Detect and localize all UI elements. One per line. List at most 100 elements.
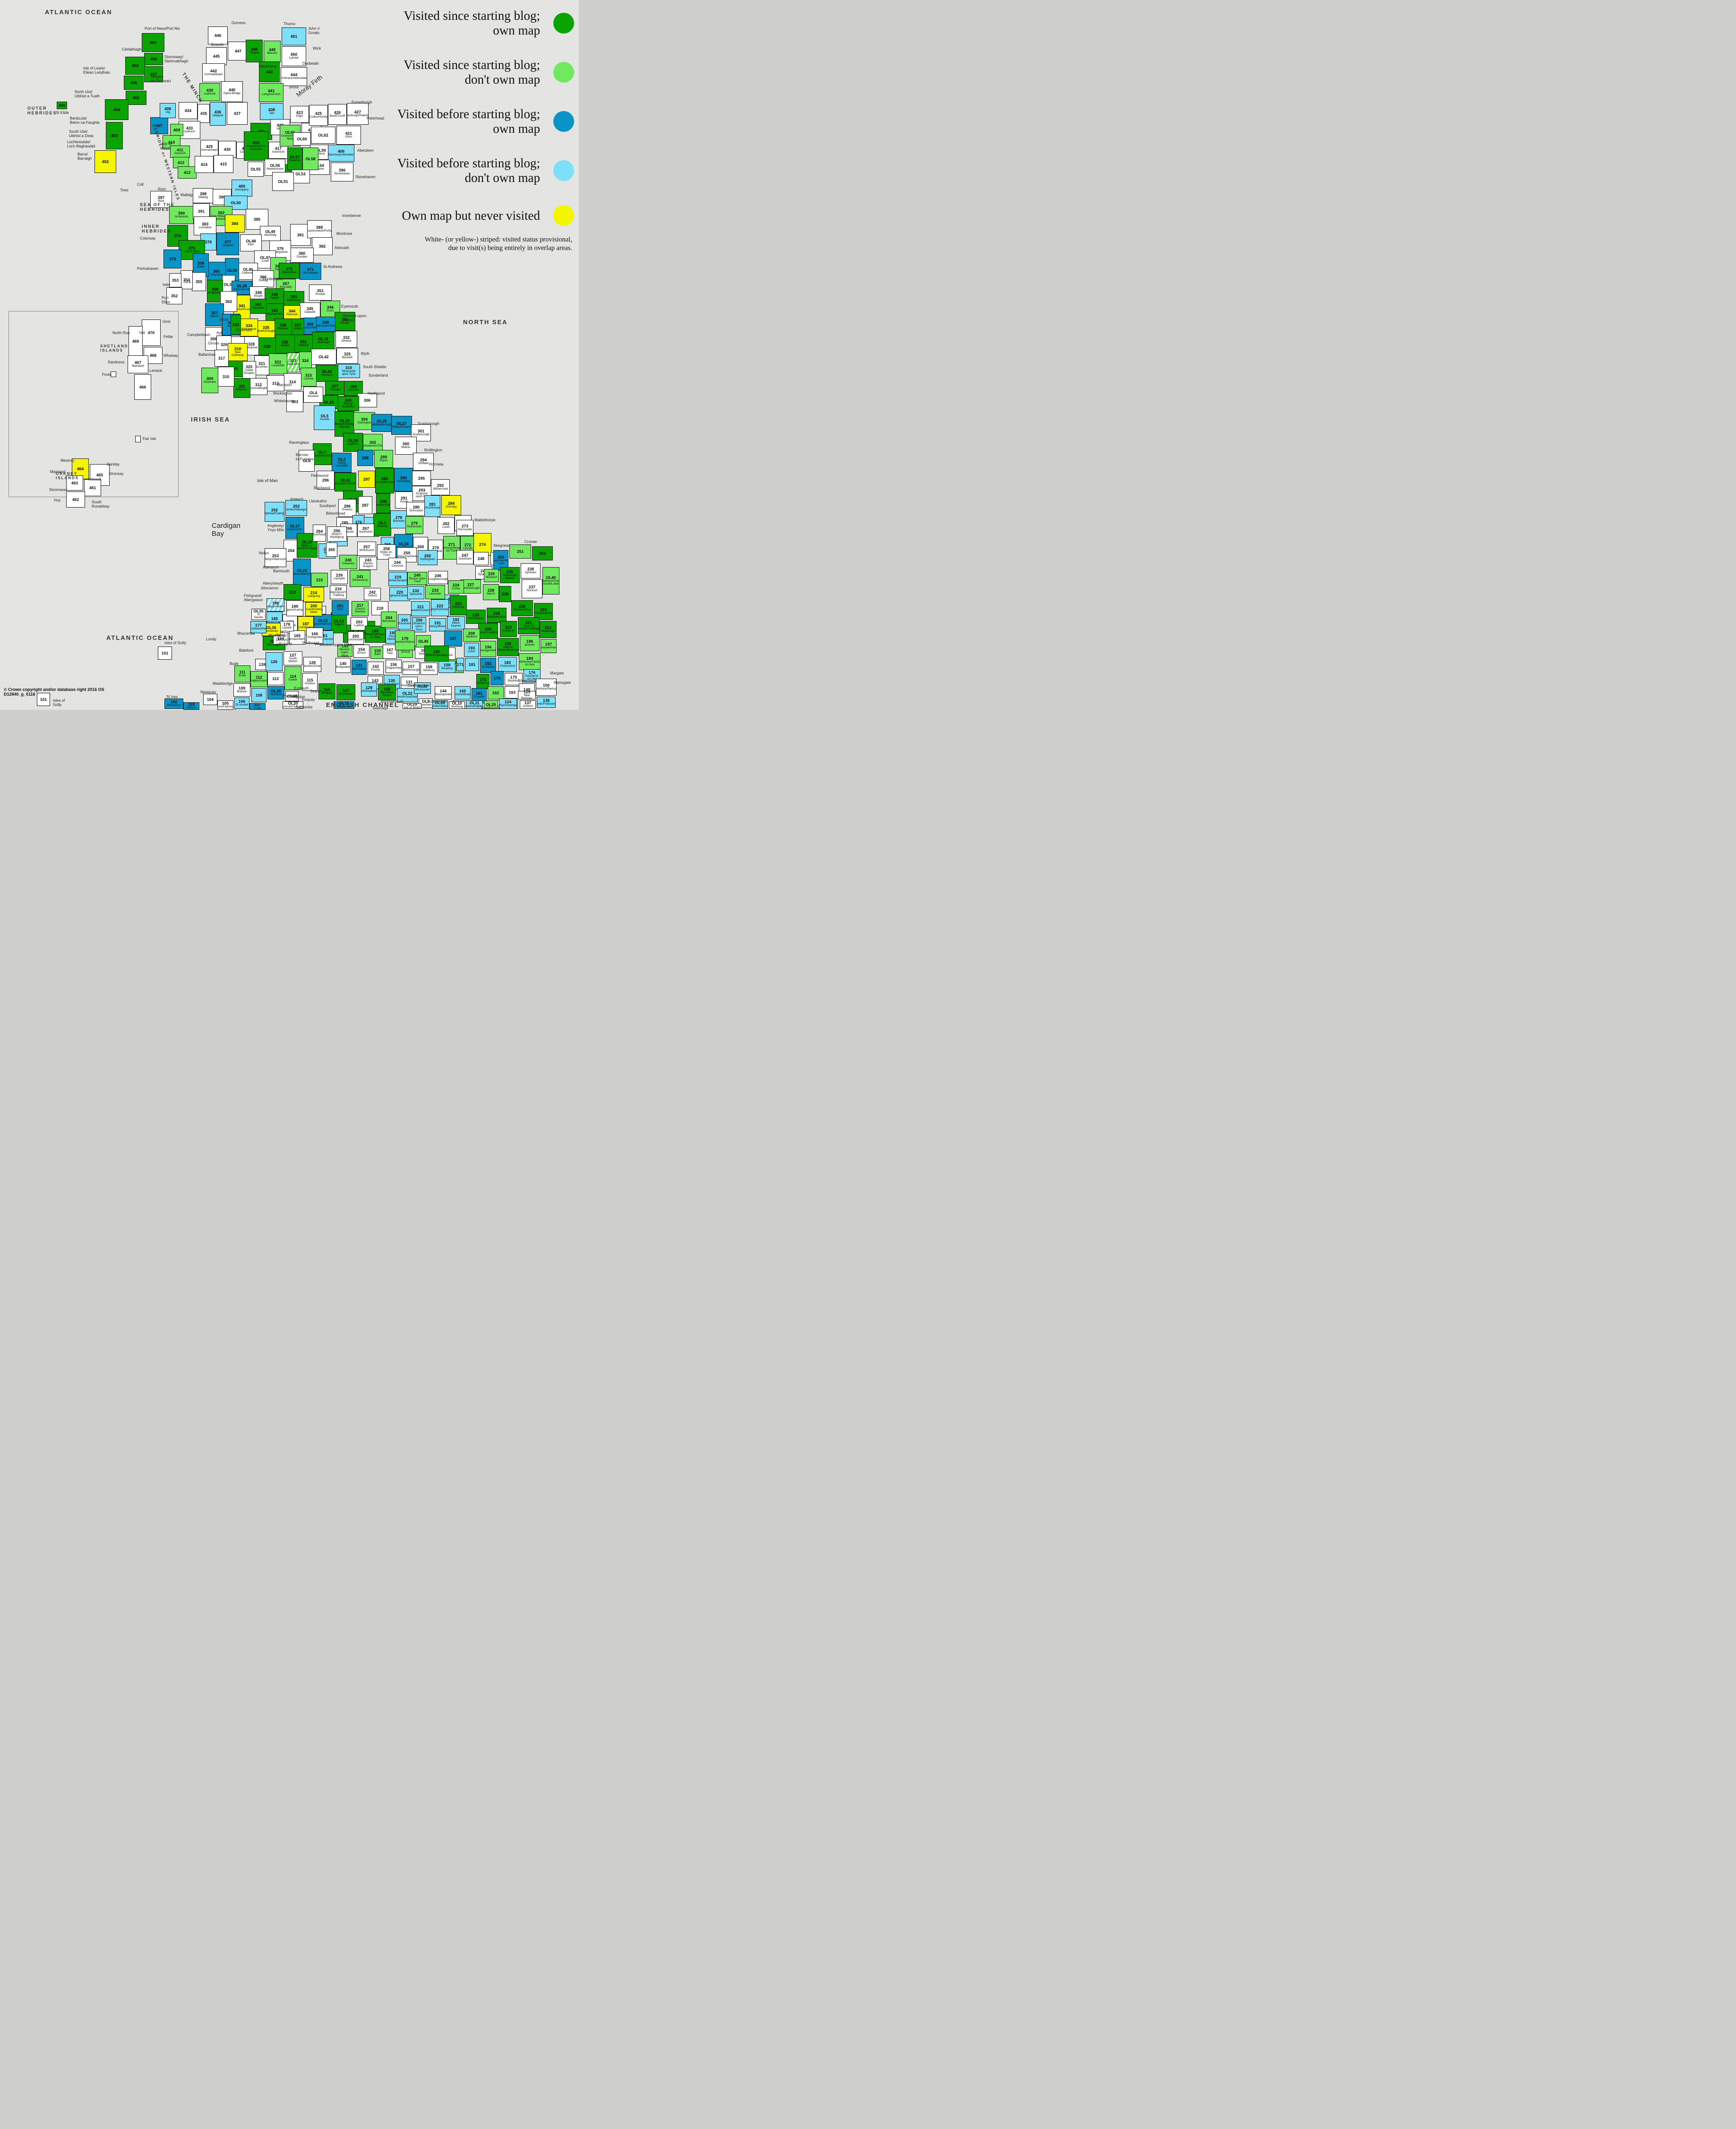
map-tile-number: OL43	[322, 369, 332, 374]
map-tile-number: 290	[400, 475, 407, 481]
map-tile-number: 174	[493, 675, 501, 681]
map-label: Arbroath	[335, 246, 349, 250]
map-tile-number: 209	[484, 627, 492, 632]
map-tile-210: 210 Sudbury	[500, 621, 517, 637]
map-tile-142: 142 Frome	[368, 662, 384, 675]
map-tile-number: OL54	[314, 163, 324, 168]
map-tile-number: 241	[356, 574, 364, 579]
map-tile-number: 390	[178, 211, 185, 216]
map-tile-317: 317	[215, 350, 229, 367]
map-tile-name: Great Malvern	[387, 634, 398, 641]
map-tile-292: 292 Withernsea	[431, 479, 450, 495]
map-tile-number: 397	[157, 195, 165, 200]
map-label: Blackpool	[314, 486, 330, 490]
map-tile-number: 288	[379, 499, 387, 504]
map-tile-number: 176	[528, 670, 536, 675]
map-tile-name: Killin	[248, 243, 254, 247]
legend-item-y: Own map but never visited	[376, 205, 574, 226]
map-tile-number: 149	[523, 687, 531, 692]
map-tile-name: Morpeth	[342, 356, 353, 360]
map-tile-325: 325 Morpeth	[336, 348, 358, 364]
map-label: Tiree	[120, 188, 129, 192]
map-tile-number: 464	[77, 466, 84, 471]
map-tile-name: Carmarthen/Caerfyrddin	[267, 621, 283, 624]
map-tile-name: Scunthorpe	[424, 506, 440, 510]
map-tile-459: 459	[144, 53, 163, 65]
map-label: Seaton	[310, 689, 322, 693]
map-tile-name: Oxford/Aylesbury	[425, 654, 448, 657]
map-tile-OL42: OL42	[311, 349, 336, 365]
map-tile-name: Bude	[239, 674, 246, 678]
map-tile-454: 454	[105, 99, 129, 120]
map-tile-name: Isle of Mull	[184, 250, 199, 254]
map-tile-name: Inveraray	[210, 273, 223, 277]
map-tile-name: Brough/Kirkby Stephen	[335, 422, 354, 429]
map-label: South Shields	[363, 365, 387, 369]
map-tile-469: 469	[129, 326, 143, 356]
map-tile-number: 375	[188, 246, 196, 251]
map-tile-number: 247	[461, 553, 469, 558]
map-tile-number: 416	[252, 140, 260, 146]
map-tile-name: Stratford-upon-Avon	[413, 621, 426, 631]
map-tile-name: Melvich	[267, 52, 277, 55]
map-tile-336: 336 Peebles	[274, 319, 292, 336]
map-tile-236: 236 Downham Market	[500, 567, 520, 583]
map-tile-name: Glenrothes	[282, 271, 297, 275]
map-label: SEA OF THE HEBRIDES	[140, 202, 175, 212]
map-tile-number: 384	[231, 221, 239, 226]
map-tile-number: 355	[195, 279, 203, 284]
map-tile-name: Withernsea	[433, 487, 448, 491]
map-tile-name: Hexham	[321, 373, 333, 377]
map-tile-number: 316	[345, 365, 352, 371]
map-tile-342: 342 Glasgow	[249, 299, 266, 314]
map-tile-259: 259Ashbourne/Derby	[397, 547, 417, 562]
map-tile-183: 183 Chelmsford	[498, 657, 517, 672]
map-tile-number: 233	[431, 588, 439, 593]
map-label: Peterhead	[367, 116, 384, 121]
map-tile-number: 218	[376, 605, 384, 611]
map-tile-273: 273 Horncastle	[456, 520, 473, 536]
map-tile-184: 184Colchester/Clacton-on-Sea	[519, 653, 541, 670]
map-tile-455: 455	[126, 91, 146, 105]
map-tile-name: Crieff	[261, 259, 269, 263]
map-label: Jura	[183, 280, 191, 284]
map-tile-448: 448 Tongue	[246, 40, 263, 62]
map-tile-name: Consett	[330, 388, 340, 392]
map-tile-number: 227	[467, 582, 474, 587]
map-label: Coll	[137, 182, 144, 187]
map-tile-name: Bishop Auckland	[342, 402, 354, 409]
map-tile-173: 173Watford/London	[476, 674, 490, 689]
map-tile-466: 466	[134, 374, 151, 400]
map-tile-104: 104	[203, 694, 217, 705]
map-tile-number: 265	[328, 547, 335, 552]
map-tile-name: Kilmarnock	[241, 328, 257, 331]
map-label: Stornoway/ Steòrnabhagh	[164, 55, 189, 63]
map-tile-OL6: OL6	[299, 450, 315, 472]
map-label: Scourie	[211, 43, 224, 47]
map-tile-name: Lochgilphead	[207, 291, 223, 295]
map-tile-number: OL37	[223, 282, 234, 287]
map-label: Cumnock	[236, 328, 252, 332]
map-tile-name: St Albans	[481, 665, 495, 669]
map-tile-267: 267 Northwich	[357, 524, 374, 537]
map-tile-number: 349	[271, 292, 278, 297]
map-tile-name: Lairg/Dornoch	[262, 93, 281, 96]
map-tile-221: 221Warwick/Coventry	[411, 601, 430, 616]
map-tile-name: Basildon	[507, 679, 520, 683]
map-label: Swanage	[372, 706, 388, 710]
map-tile-name: Llandovery	[298, 626, 313, 629]
map-label: North Uist/ Uibhist a Tuath	[75, 90, 100, 98]
map-tile-307: 307 Consett	[325, 381, 345, 395]
map-tile-233: 233 Leicester	[425, 585, 445, 599]
map-tile-number: 212	[544, 625, 552, 630]
map-tile-421: 421 Ellon	[336, 126, 361, 145]
map-tile-name: Barnstaple	[266, 643, 282, 647]
map-tile-number: 151	[320, 633, 328, 638]
map-tile-number: 118	[384, 687, 390, 692]
map-tile-number: 211	[525, 620, 532, 625]
map-tile-280: 280 Doncaster	[406, 502, 426, 516]
map-tile-number: 357	[211, 310, 218, 316]
map-tile-446: 446	[208, 26, 228, 44]
islands-inset-box	[9, 311, 179, 497]
map-tile-350: 350 Edinburgh	[284, 291, 304, 306]
